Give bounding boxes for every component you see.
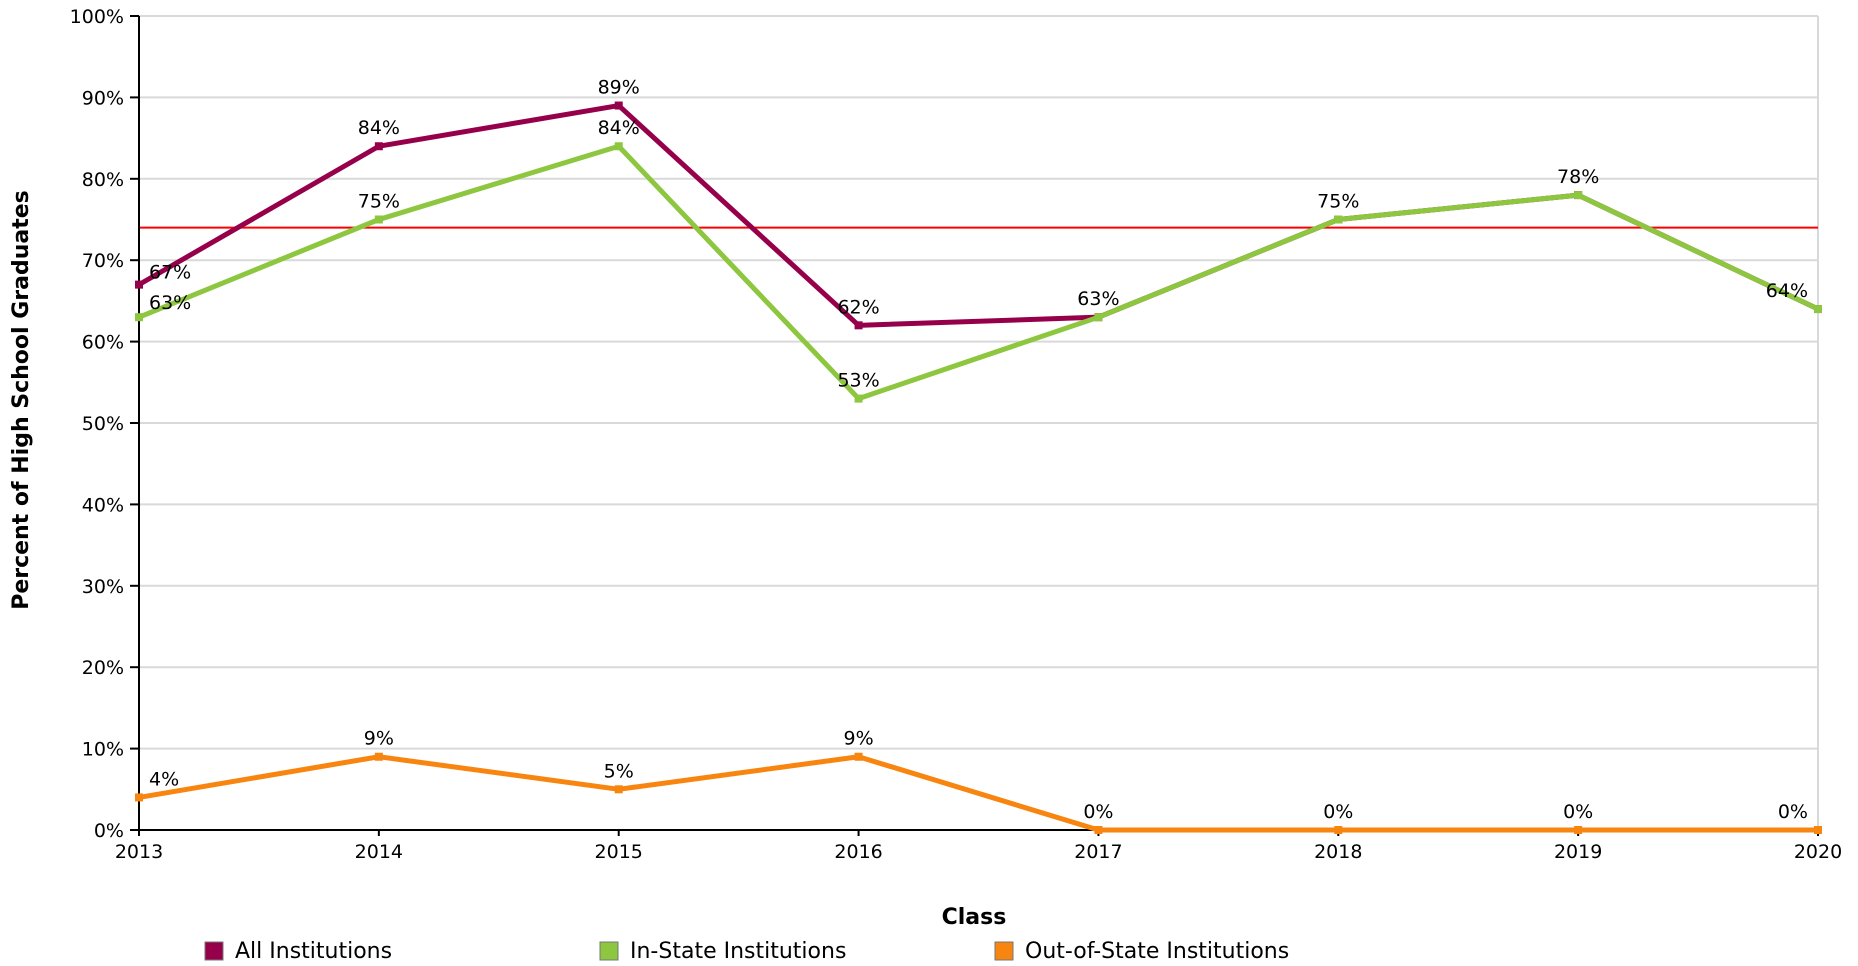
data-point xyxy=(1574,191,1583,200)
data-point xyxy=(135,313,143,322)
x-tick-label: 2017 xyxy=(1074,841,1122,863)
x-tick-label: 2014 xyxy=(355,841,403,863)
legend-label: Out-of-State Institutions xyxy=(1025,939,1289,964)
data-point xyxy=(614,142,623,151)
data-label: 89% xyxy=(598,77,640,99)
data-point xyxy=(854,321,863,330)
series-layer xyxy=(135,101,1822,834)
y-tick-label: 70% xyxy=(82,250,124,272)
y-tick-label: 50% xyxy=(82,413,124,435)
x-tick-label: 2016 xyxy=(834,841,882,863)
data-point xyxy=(854,752,863,761)
data-point xyxy=(374,215,383,224)
data-point xyxy=(1814,305,1822,314)
data-label: 4% xyxy=(149,768,179,790)
legend: All Institutions In-State Institutions Out… xyxy=(204,939,1289,964)
y-tick-label: 20% xyxy=(82,657,124,679)
legend-swatch xyxy=(599,941,619,961)
series-line-2 xyxy=(136,754,1821,833)
y-tick-label: 0% xyxy=(94,820,124,842)
legend-swatch xyxy=(204,941,224,961)
data-label: 0% xyxy=(1083,801,1113,823)
data-label: 63% xyxy=(149,292,191,314)
data-point xyxy=(135,793,143,802)
legend-swatch xyxy=(994,941,1014,961)
data-label: 0% xyxy=(1323,801,1353,823)
x-tick-label: 2019 xyxy=(1554,841,1602,863)
data-label: 75% xyxy=(1317,191,1359,213)
data-point xyxy=(854,394,863,403)
legend-label: All Institutions xyxy=(235,939,392,964)
data-point xyxy=(1574,826,1583,834)
data-point xyxy=(374,142,383,151)
data-label: 64% xyxy=(1766,280,1808,302)
data-label: 75% xyxy=(358,191,400,213)
y-tick-label: 100% xyxy=(70,6,124,28)
data-point xyxy=(614,785,623,794)
legend-label: In-State Institutions xyxy=(630,939,846,964)
data-point xyxy=(614,101,623,110)
data-label: 9% xyxy=(364,728,394,750)
data-point xyxy=(1094,313,1103,322)
data-label: 53% xyxy=(837,370,879,392)
data-label: 67% xyxy=(149,262,191,284)
legend-item: All Institutions xyxy=(204,939,392,964)
x-tick-label: 2015 xyxy=(595,841,643,863)
legend-item: Out-of-State Institutions xyxy=(994,939,1289,964)
y-tick-label: 90% xyxy=(82,87,124,109)
x-tick-label: 2013 xyxy=(115,841,163,863)
y-tick-label: 40% xyxy=(82,494,124,516)
data-point xyxy=(374,752,383,761)
data-label: 9% xyxy=(843,728,873,750)
data-point xyxy=(135,280,143,289)
gridlines xyxy=(139,15,1819,830)
legend-item: In-State Institutions xyxy=(599,939,846,964)
data-label: 84% xyxy=(358,117,400,139)
y-axis-title: Percent of High School Graduates xyxy=(9,190,34,610)
y-tick-label: 10% xyxy=(82,739,124,761)
x-tick-label: 2018 xyxy=(1314,841,1362,863)
data-labels: 67% 84% 89% 62% 63% 75% 84% 53% 63% 75% 78% 64% 4% 9%… xyxy=(149,77,1808,823)
data-label: 84% xyxy=(598,117,640,139)
x-tick-label: 2020 xyxy=(1794,841,1842,863)
series-line-1 xyxy=(136,143,1821,402)
data-point xyxy=(1334,826,1343,834)
data-label: 0% xyxy=(1563,801,1593,823)
x-axis-title: Class xyxy=(942,905,1007,930)
y-tick-label: 30% xyxy=(82,576,124,598)
data-point xyxy=(1334,215,1343,224)
data-label: 62% xyxy=(837,296,879,318)
data-label: 63% xyxy=(1077,288,1119,310)
y-tick-label: 80% xyxy=(82,169,124,191)
data-label: 5% xyxy=(604,760,634,782)
y-tick-label: 60% xyxy=(82,332,124,354)
data-label: 78% xyxy=(1557,166,1599,188)
data-label: 0% xyxy=(1778,801,1808,823)
data-point xyxy=(1814,826,1822,834)
data-point xyxy=(1094,826,1103,834)
axes: 0% 10% 20% 30% 40% 50% 60% 70% 80% 90% 100% 2013 201… xyxy=(70,6,1843,863)
